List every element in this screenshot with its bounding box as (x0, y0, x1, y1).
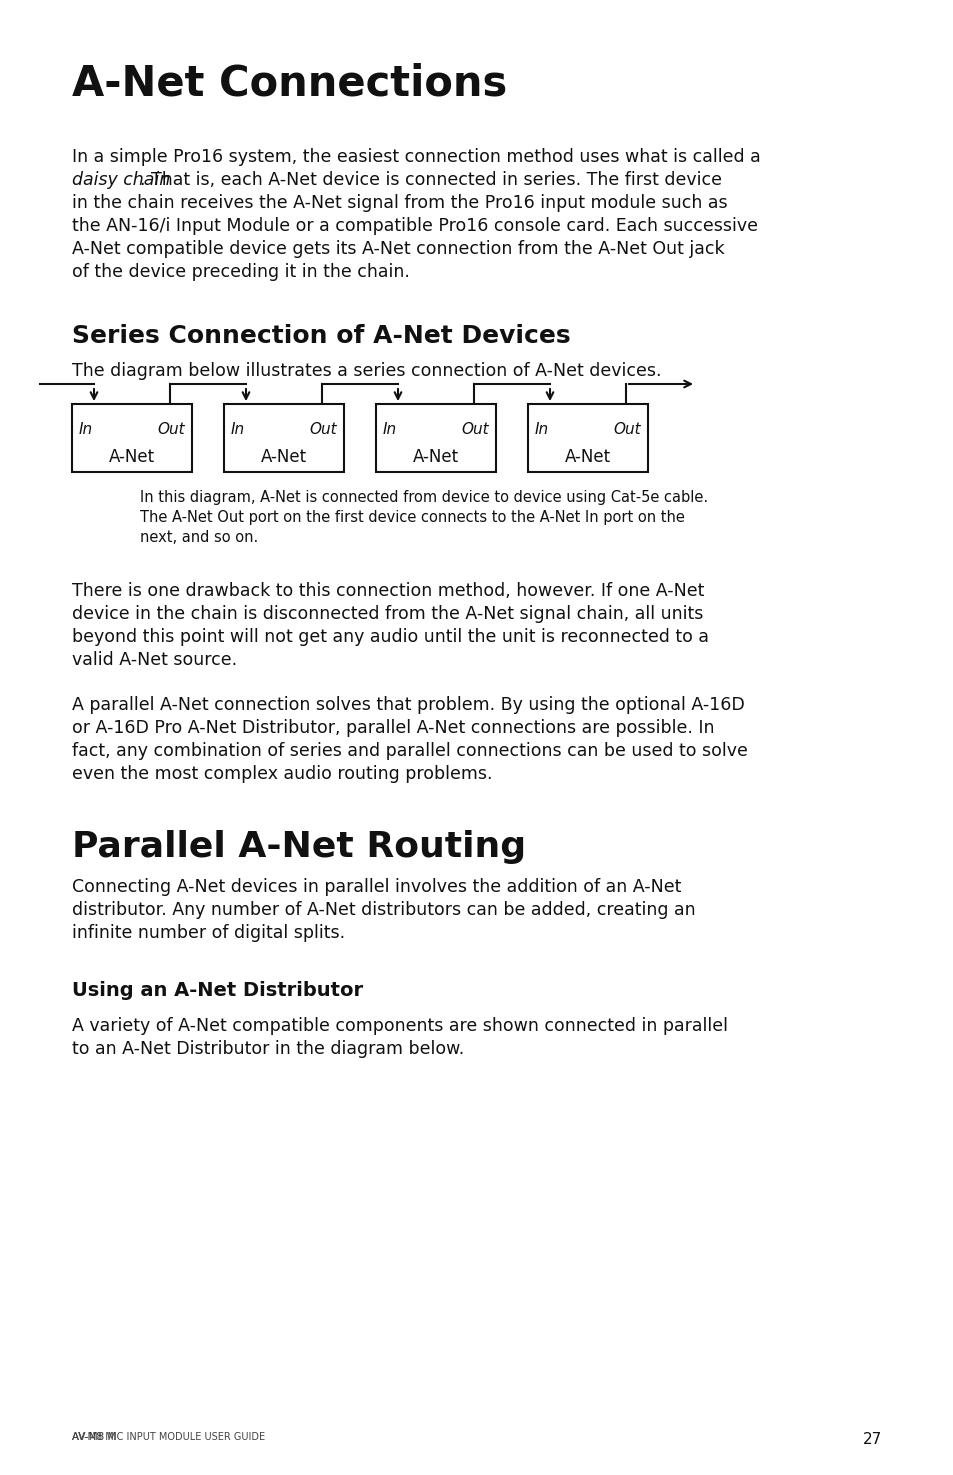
Text: in the chain receives the A-Net signal from the Pro16 input module such as: in the chain receives the A-Net signal f… (71, 195, 727, 212)
Text: or A-16D Pro A-Net Distributor, parallel A-Net connections are possible. In: or A-16D Pro A-Net Distributor, parallel… (71, 718, 714, 738)
Text: Series Connection of A-Net Devices: Series Connection of A-Net Devices (71, 324, 570, 348)
Text: A-Net Connections: A-Net Connections (71, 62, 507, 105)
Text: even the most complex audio routing problems.: even the most complex audio routing prob… (71, 766, 492, 783)
Bar (527, 404, 647, 472)
Text: Out: Out (461, 422, 489, 437)
Text: A-Net: A-Net (109, 448, 155, 466)
Text: daisy chain: daisy chain (71, 171, 170, 189)
Text: Parallel A-Net Routing: Parallel A-Net Routing (71, 830, 525, 864)
Text: A-Net: A-Net (261, 448, 307, 466)
Text: A-Net compatible device gets its A-Net connection from the A-Net Out jack: A-Net compatible device gets its A-Net c… (71, 240, 724, 258)
Text: next, and so on.: next, and so on. (140, 530, 258, 544)
Text: A variety of A-Net compatible components are shown connected in parallel: A variety of A-Net compatible components… (71, 1016, 727, 1035)
Text: There is one drawback to this connection method, however. If one A-Net: There is one drawback to this connection… (71, 583, 703, 600)
Text: In: In (382, 422, 396, 437)
Text: fact, any combination of series and parallel connections can be used to solve: fact, any combination of series and para… (71, 742, 747, 760)
Text: Using an A-Net Distributor: Using an A-Net Distributor (71, 981, 363, 1000)
Text: The diagram below illustrates a series connection of A-Net devices.: The diagram below illustrates a series c… (71, 361, 660, 381)
Text: AV-M8 M: AV-M8 M (71, 1432, 116, 1443)
Text: distributor. Any number of A-Net distributors can be added, creating an: distributor. Any number of A-Net distrib… (71, 901, 695, 919)
Text: Out: Out (157, 422, 185, 437)
Text: A-Net: A-Net (564, 448, 611, 466)
Text: infinite number of digital splits.: infinite number of digital splits. (71, 923, 345, 943)
Text: the AN-16/i Input Module or a compatible Pro16 console card. Each successive: the AN-16/i Input Module or a compatible… (71, 217, 758, 235)
Text: AV-M8 MIC INPUT MODULE USER GUIDE: AV-M8 MIC INPUT MODULE USER GUIDE (71, 1432, 265, 1443)
Text: A-Net: A-Net (413, 448, 458, 466)
Text: Connecting A-Net devices in parallel involves the addition of an A-Net: Connecting A-Net devices in parallel inv… (71, 878, 680, 895)
Text: of the device preceding it in the chain.: of the device preceding it in the chain. (71, 263, 410, 282)
Text: In: In (535, 422, 549, 437)
Bar (224, 404, 344, 472)
Text: beyond this point will not get any audio until the unit is reconnected to a: beyond this point will not get any audio… (71, 628, 708, 646)
Text: A parallel A-Net connection solves that problem. By using the optional A-16D: A parallel A-Net connection solves that … (71, 696, 744, 714)
Text: In this diagram, A-Net is connected from device to device using Cat-5e cable.: In this diagram, A-Net is connected from… (140, 490, 707, 504)
Bar (71, 404, 192, 472)
Text: Out: Out (309, 422, 336, 437)
Text: Out: Out (613, 422, 640, 437)
Text: device in the chain is disconnected from the A-Net signal chain, all units: device in the chain is disconnected from… (71, 605, 702, 622)
Text: In: In (79, 422, 93, 437)
Text: The A-Net Out port on the first device connects to the A-Net In port on the: The A-Net Out port on the first device c… (140, 510, 684, 525)
Text: 27: 27 (862, 1432, 882, 1447)
Text: . That is, each A-Net device is connected in series. The first device: . That is, each A-Net device is connecte… (140, 171, 721, 189)
Text: to an A-Net Distributor in the diagram below.: to an A-Net Distributor in the diagram b… (71, 1040, 464, 1058)
Text: In: In (231, 422, 245, 437)
Bar (375, 404, 496, 472)
Text: In a simple Pro16 system, the easiest connection method uses what is called a: In a simple Pro16 system, the easiest co… (71, 148, 760, 167)
Text: valid A-Net source.: valid A-Net source. (71, 650, 237, 670)
